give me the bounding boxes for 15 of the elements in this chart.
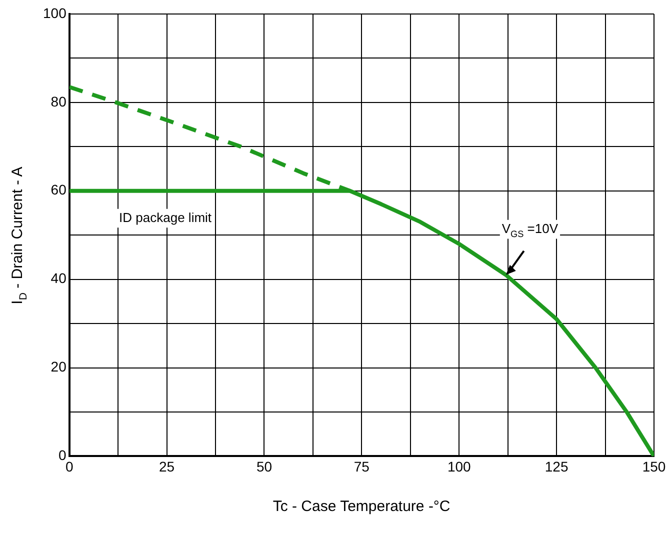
x-tick-label: 125 <box>544 458 568 474</box>
x-axis-title: Tc - Case Temperature -°C <box>272 498 450 516</box>
annotation: ID package limit <box>119 210 212 225</box>
y-tick-label: 100 <box>43 4 67 21</box>
y-tick-label: 40 <box>50 270 67 286</box>
x-tick-label: 50 <box>256 458 272 474</box>
y-tick-label: 60 <box>50 182 67 198</box>
x-tick-label: 75 <box>354 458 370 474</box>
y-tick-label: 20 <box>50 358 67 375</box>
x-tick-label: 100 <box>447 458 472 474</box>
y-tick-label: 0 <box>58 447 67 464</box>
x-tick-label: 25 <box>159 458 175 474</box>
y-tick-label: 80 <box>50 93 67 110</box>
x-tick-label: 150 <box>642 458 666 474</box>
y-axis-title: ID - Drain Current - A <box>9 166 30 304</box>
